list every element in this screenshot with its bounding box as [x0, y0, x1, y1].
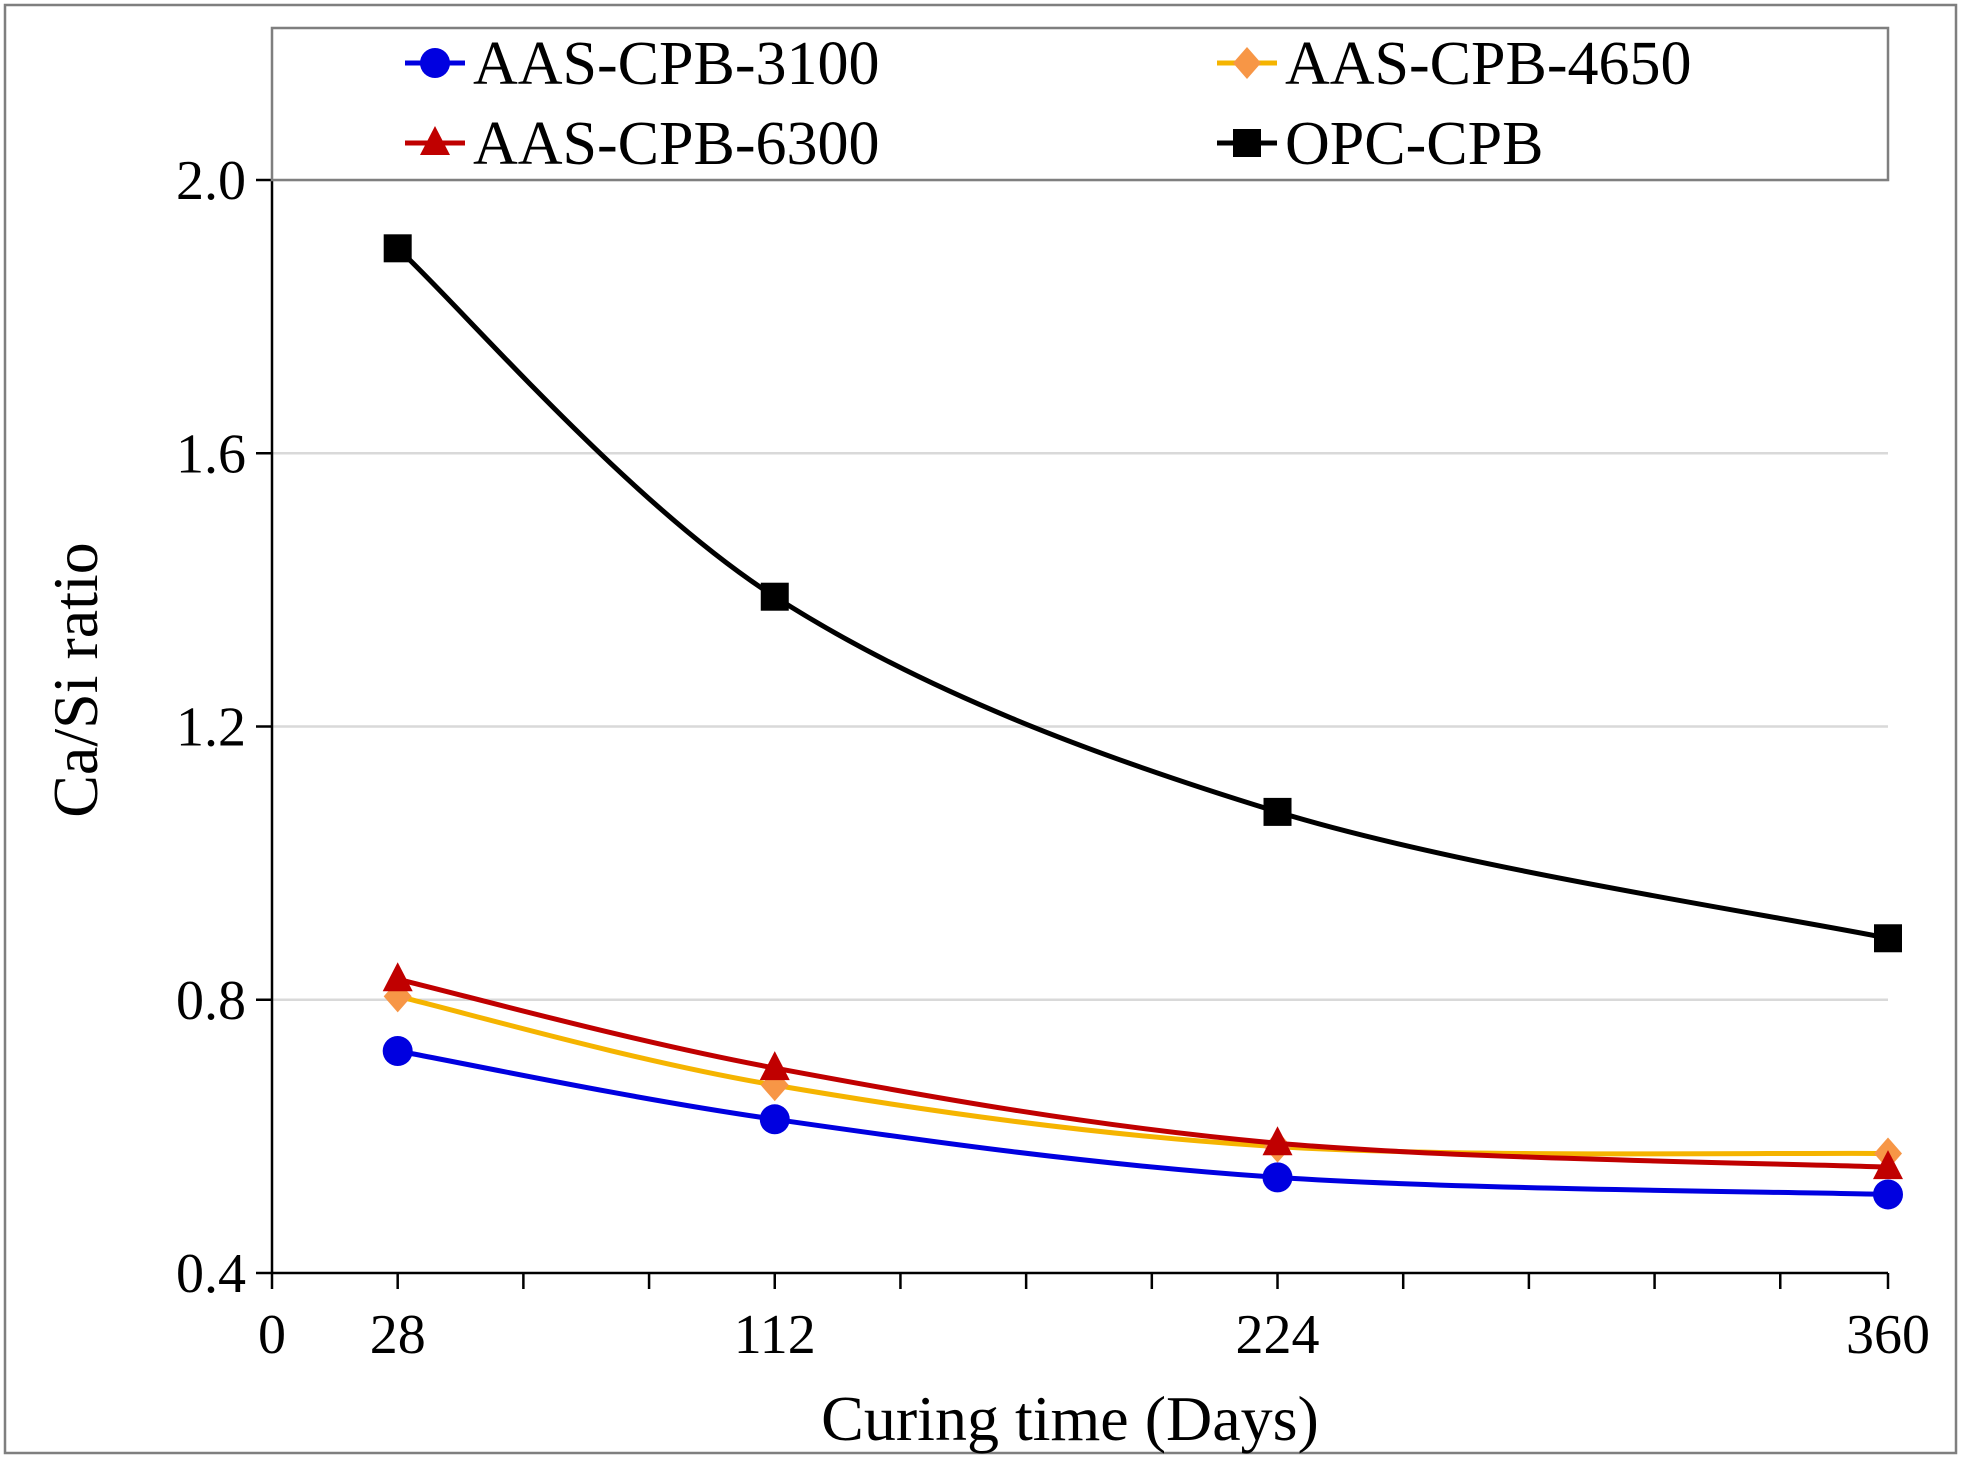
legend-swatch-marker [1233, 129, 1261, 157]
legend: AAS-CPB-3100 AAS-CPB-4650 AAS-CPB-6300 OPC-… [270, 26, 1890, 182]
series-aas-cpb-6300 [382, 962, 1903, 1180]
series-line-aas-cpb-4650 [395, 993, 1891, 1157]
data-point-opc-cpb [383, 234, 412, 263]
series-opc-cpb [383, 234, 1902, 953]
legend-swatch-marker [420, 126, 450, 155]
data-point-aas-cpb-6300 [1873, 1150, 1903, 1180]
legend-label: OPC-CPB [1285, 110, 1543, 178]
series [382, 234, 1903, 1210]
series-line-opc-cpb [395, 245, 1891, 941]
y-tick-label: 0.8 [176, 970, 246, 1032]
y-tick-label: 1.2 [176, 697, 246, 759]
x-tick-label: 28 [370, 1304, 426, 1366]
x-tick-label: 224 [1236, 1304, 1320, 1366]
legend-swatch-marker [420, 48, 450, 78]
legend-entry-aas-cpb-6300: AAS-CPB-6300 [405, 110, 880, 178]
series-line-aas-cpb-3100 [395, 1048, 1891, 1197]
legend-entry-opc-cpb: OPC-CPB [1217, 110, 1543, 178]
legend-swatch-marker [1233, 47, 1261, 79]
series-aas-cpb-3100 [382, 1035, 1903, 1210]
x-tick-label: 112 [734, 1304, 816, 1366]
y-tick-label: 0.4 [176, 1243, 246, 1305]
x-axis-title: Curing time (Days) [821, 1383, 1319, 1454]
x-tick-label: 360 [1846, 1304, 1930, 1366]
legend-label: AAS-CPB-4650 [1285, 30, 1692, 98]
y-tick-label: 2.0 [176, 150, 246, 212]
legend-box [270, 26, 1890, 182]
data-point-aas-cpb-3100 [382, 1035, 413, 1066]
data-point-opc-cpb [760, 582, 789, 611]
legend-entry-aas-cpb-3100: AAS-CPB-3100 [405, 30, 880, 98]
data-point-aas-cpb-6300 [382, 962, 413, 992]
axes: 0.4 0.8 1.2 1.6 2.0 0 28 112 224 360 [176, 150, 1930, 1366]
data-point-aas-cpb-3100 [759, 1104, 790, 1135]
data-point-aas-cpb-6300 [759, 1051, 790, 1081]
y-tick-label: 1.6 [176, 423, 246, 485]
data-point-aas-cpb-6300 [1262, 1126, 1293, 1156]
x-tick-label: 0 [258, 1304, 286, 1366]
chart-frame [3, 3, 1958, 1455]
y-axis-title: Ca/Si ratio [40, 542, 111, 818]
data-point-aas-cpb-3100 [1873, 1179, 1903, 1210]
data-point-opc-cpb [1874, 924, 1902, 953]
legend-entry-aas-cpb-4650: AAS-CPB-4650 [1217, 30, 1692, 98]
data-point-opc-cpb [1263, 797, 1292, 826]
data-point-aas-cpb-3100 [1262, 1162, 1293, 1193]
legend-label: AAS-CPB-3100 [473, 30, 880, 98]
series-line-aas-cpb-6300 [395, 976, 1891, 1170]
legend-label: AAS-CPB-6300 [473, 110, 880, 178]
